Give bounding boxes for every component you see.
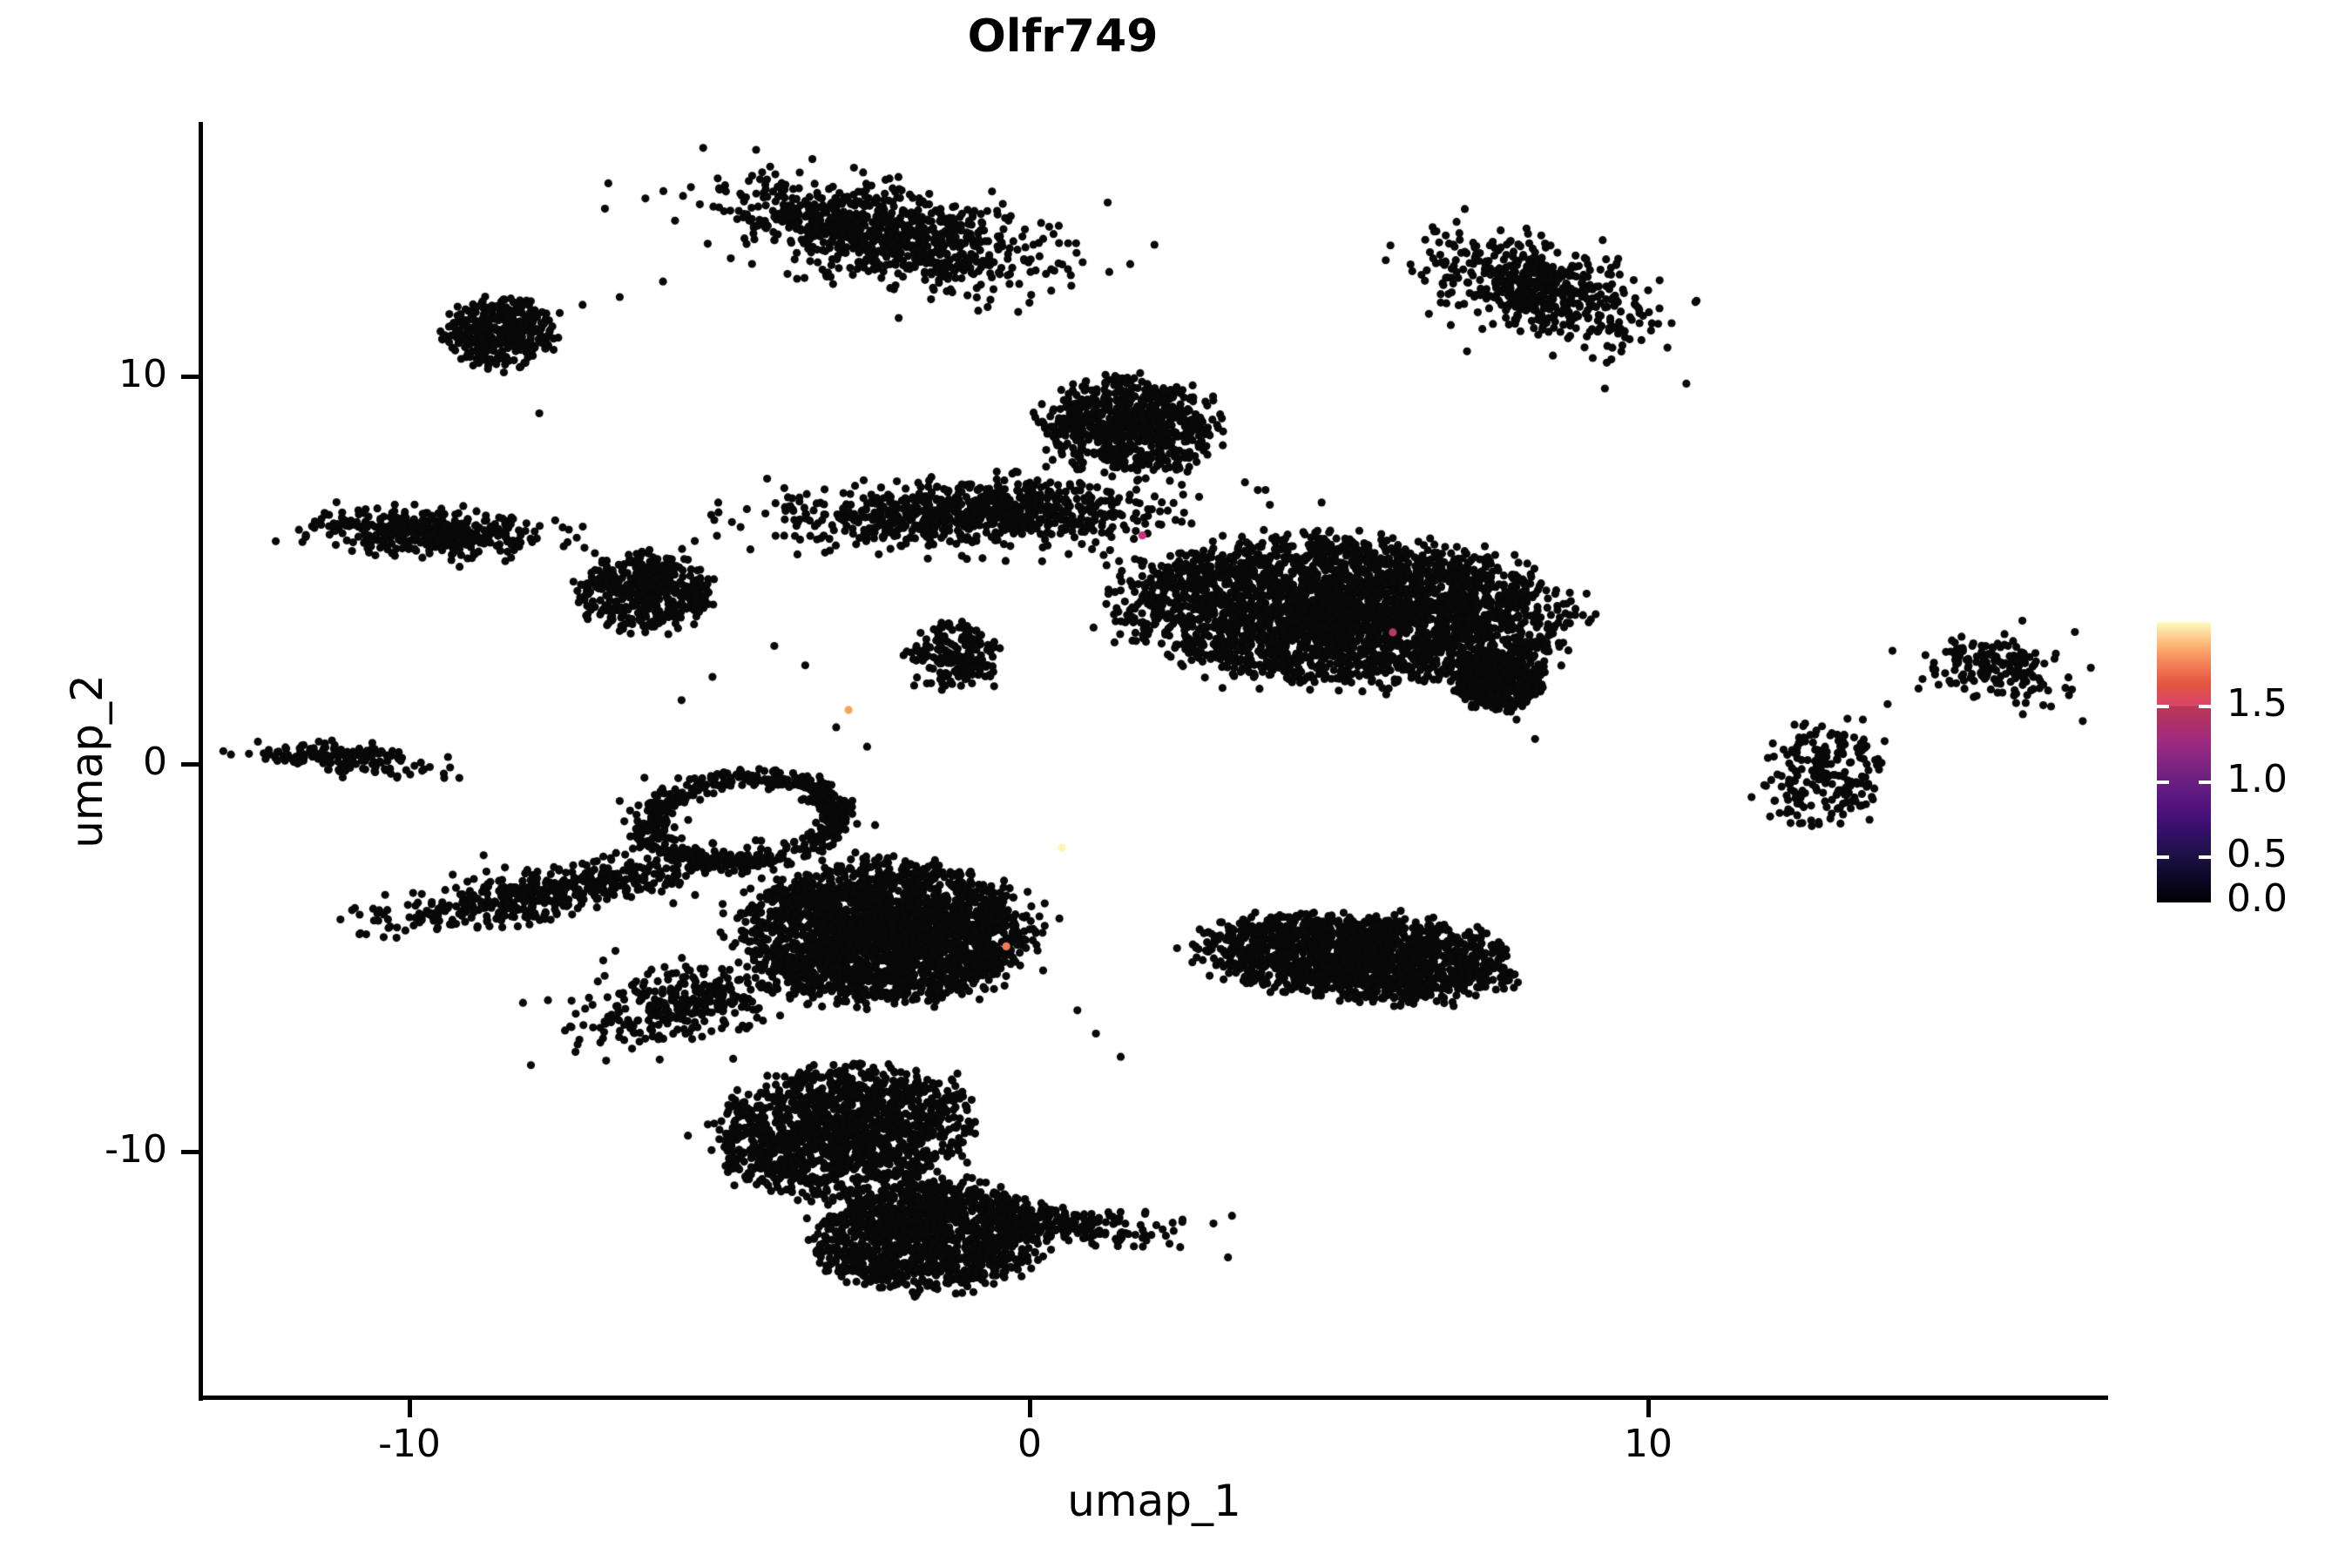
y-ticklabel-2: -10 [105, 1127, 167, 1172]
colorbar-tick-left-0 [2157, 705, 2169, 708]
y-tick-2 [181, 1150, 199, 1154]
x-ticklabel-1: 0 [1017, 1422, 1042, 1466]
colorbar-tick-right-1 [2199, 781, 2211, 784]
colorbar: 1.5 1.0 0.5 0.0 [2157, 622, 2288, 921]
x-tick-1 [1028, 1399, 1032, 1417]
plot-area [200, 122, 2108, 1398]
y-axis-spine [199, 122, 203, 1401]
colorbar-label-0: 1.5 [2227, 681, 2288, 726]
y-axis-label: umap_2 [62, 674, 112, 848]
colorbar-tick-left-1 [2157, 781, 2169, 784]
colorbar-tick-left-2 [2157, 855, 2169, 859]
x-ticklabel-0: -10 [378, 1422, 441, 1466]
colorbar-label-3: 0.0 [2227, 876, 2288, 921]
x-axis-label: umap_1 [1067, 1476, 1241, 1526]
x-tick-2 [1646, 1399, 1651, 1417]
y-tick-0 [181, 375, 199, 379]
colorbar-tick-right-0 [2199, 705, 2211, 708]
colorbar-label-1: 1.0 [2227, 757, 2288, 801]
x-ticklabel-2: 10 [1624, 1422, 1673, 1466]
scatter-canvas [200, 122, 2108, 1398]
x-axis-spine [199, 1396, 2108, 1400]
colorbar-gradient [2157, 622, 2211, 902]
y-tick-1 [181, 762, 199, 767]
y-ticklabel-0: 10 [118, 352, 167, 396]
colorbar-tick-right-2 [2199, 855, 2211, 859]
colorbar-label-2: 0.5 [2227, 832, 2288, 876]
page-title: Olfr749 [967, 10, 1159, 63]
x-tick-0 [408, 1399, 412, 1417]
y-ticklabel-1: 0 [143, 740, 167, 784]
